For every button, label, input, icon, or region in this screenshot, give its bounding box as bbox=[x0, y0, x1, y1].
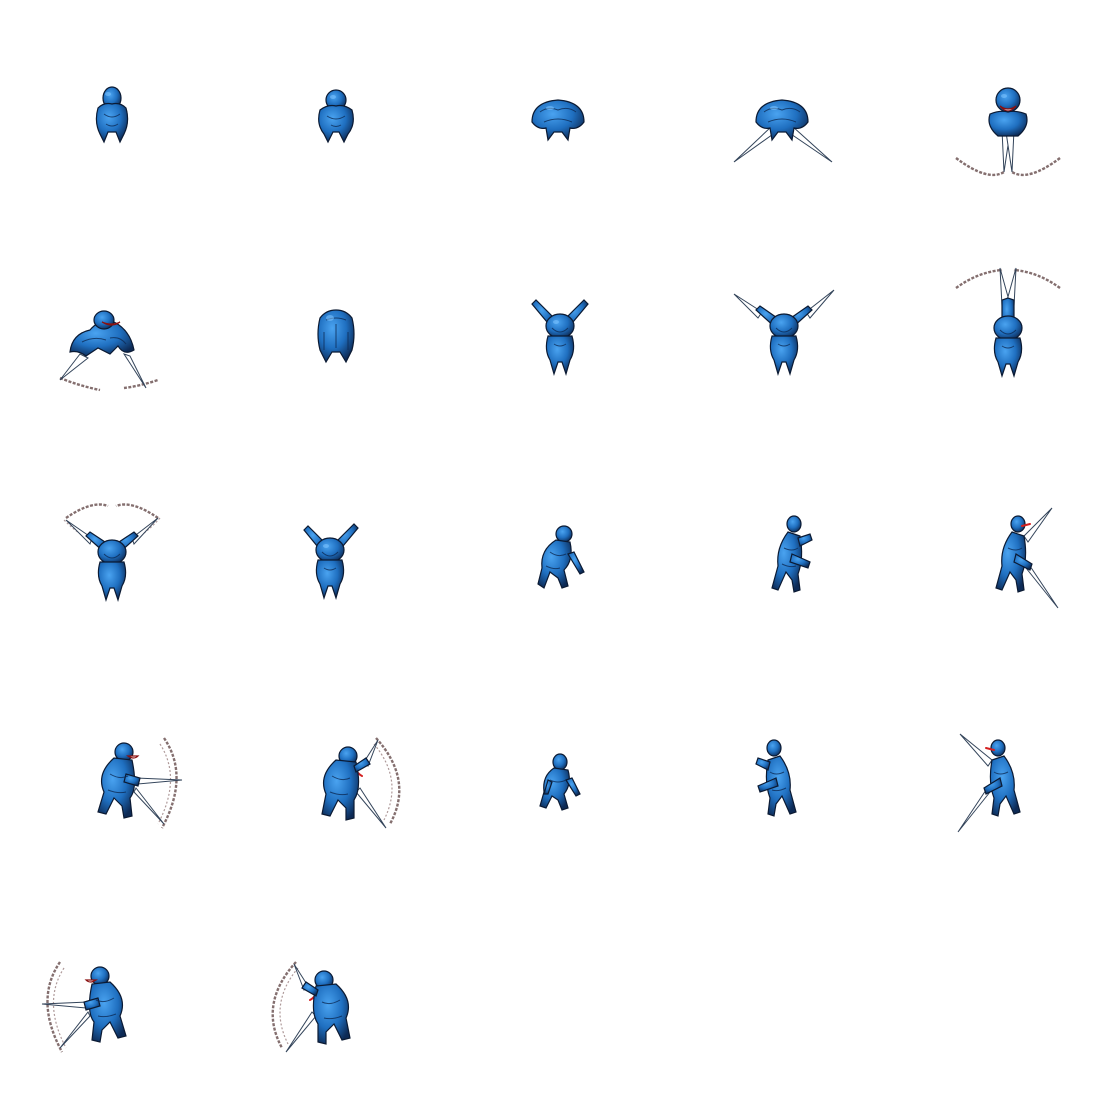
sprite-frame-8 bbox=[448, 224, 672, 448]
sprite-frame-9 bbox=[672, 224, 896, 448]
sprite-frame-5 bbox=[896, 0, 1120, 224]
sprite-frame-13 bbox=[448, 448, 672, 672]
sprite-frame-16 bbox=[0, 672, 224, 896]
sprite-frame-6 bbox=[0, 224, 224, 448]
sprite-frame-3 bbox=[448, 0, 672, 224]
sprite-frame-12 bbox=[224, 448, 448, 672]
sprite-frame-14 bbox=[672, 448, 896, 672]
sprite-frame-18 bbox=[448, 672, 672, 896]
sprite-frame-19 bbox=[672, 672, 896, 896]
sprite-frame-2 bbox=[224, 0, 448, 224]
sprite-frame-7 bbox=[224, 224, 448, 448]
sprite-frame-17 bbox=[224, 672, 448, 896]
sprite-frame-20 bbox=[896, 672, 1120, 896]
sprite-frame-21 bbox=[0, 896, 224, 1120]
sprite-frame-1 bbox=[0, 0, 224, 224]
sprite-frame-22 bbox=[224, 896, 448, 1120]
sprite-frame-11 bbox=[0, 448, 224, 672]
sprite-frame-4 bbox=[672, 0, 896, 224]
sprite-frame-15 bbox=[896, 448, 1120, 672]
sprite-frame-10 bbox=[896, 224, 1120, 448]
